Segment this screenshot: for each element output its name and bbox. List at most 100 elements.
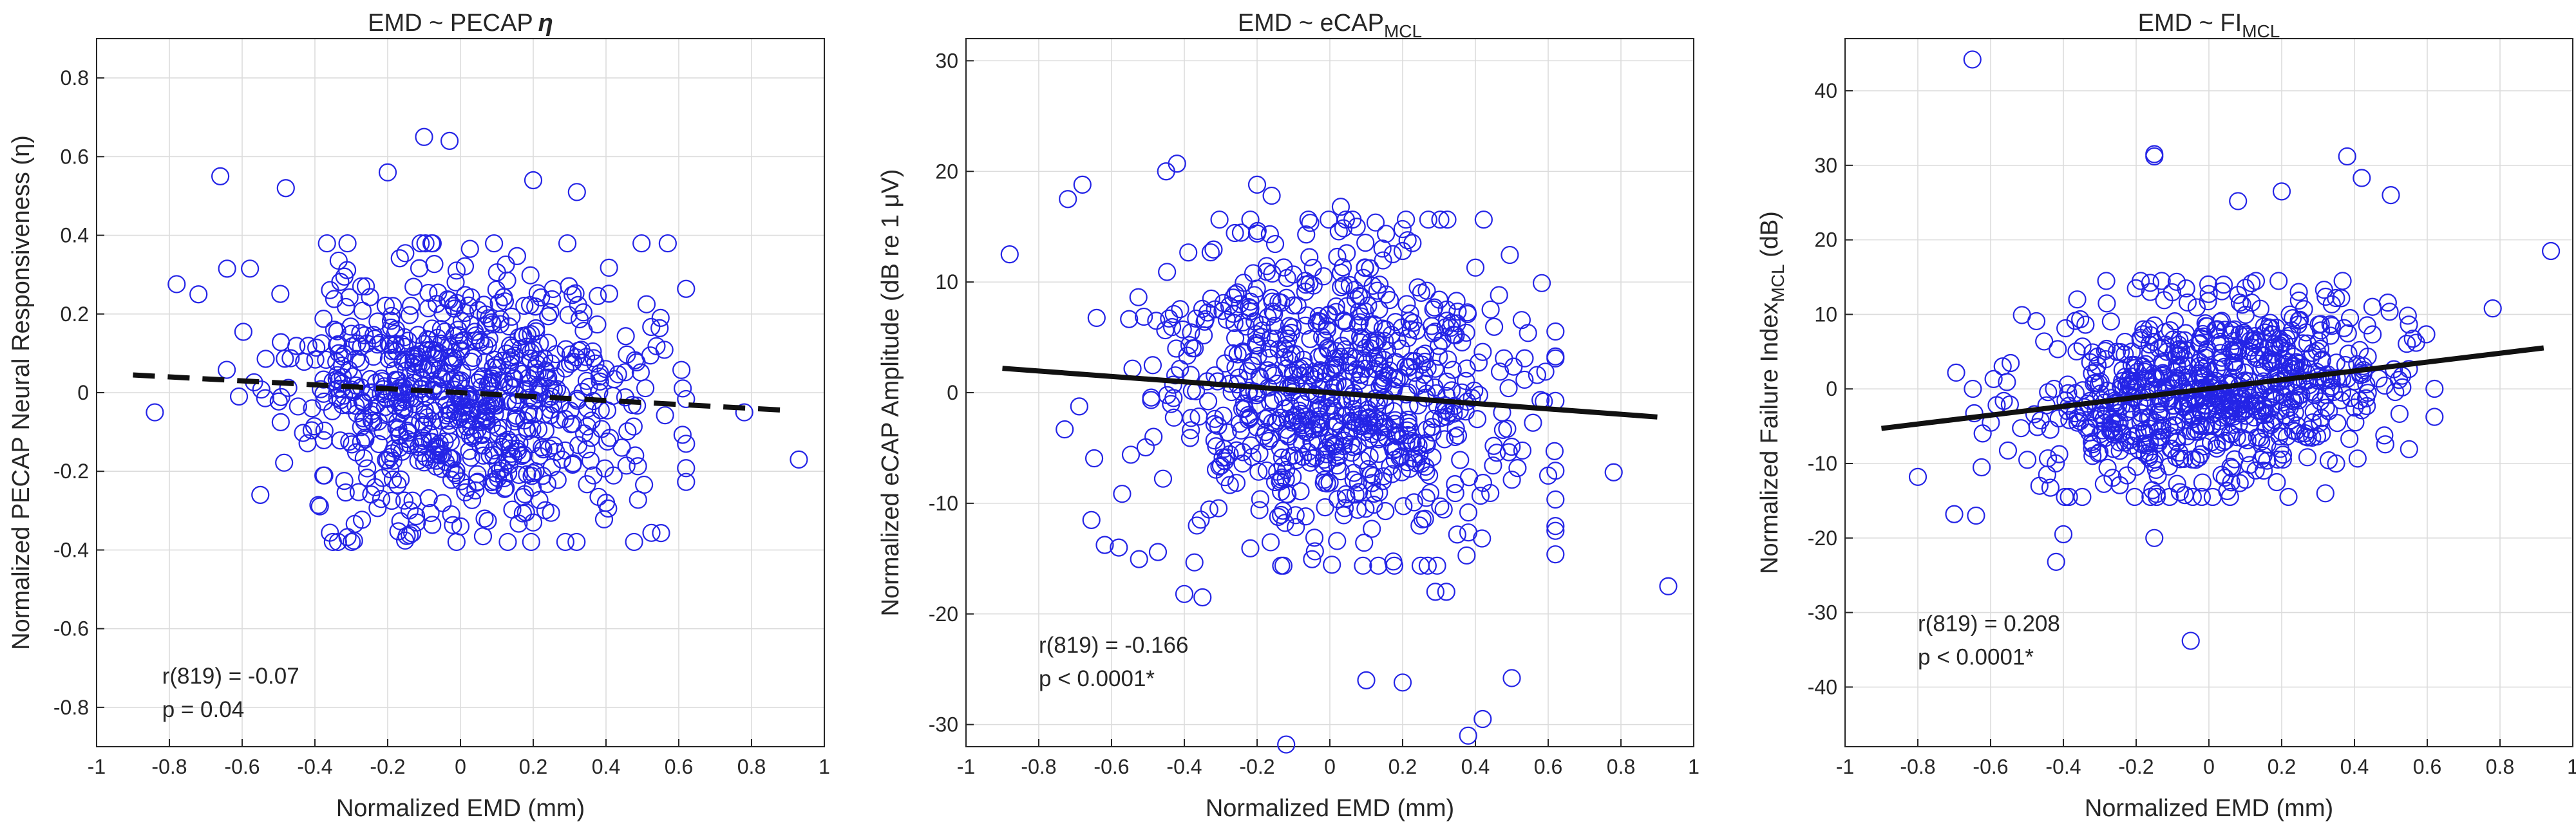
data-point — [1309, 306, 1328, 326]
x-tick-label: -0.6 — [1094, 755, 1129, 778]
data-point — [2145, 316, 2164, 335]
data-point — [217, 360, 236, 379]
chart-title: EMD ~ eCAPMCL — [1238, 10, 1422, 41]
data-point — [251, 485, 270, 504]
data-point — [2170, 444, 2189, 462]
data-point — [1251, 490, 1270, 509]
data-point — [2286, 422, 2305, 441]
data-point — [1315, 331, 1334, 350]
y-axis-label-subscript: MCL — [1768, 264, 1788, 302]
data-point — [1446, 419, 1465, 438]
data-point — [2342, 388, 2360, 407]
data-point — [1400, 312, 1419, 330]
data-point — [1408, 278, 1427, 297]
data-point — [1484, 317, 1504, 336]
data-point — [1136, 438, 1155, 457]
data-point — [521, 349, 540, 368]
data-point — [1437, 300, 1456, 319]
data-point — [1431, 497, 1450, 516]
data-point — [2272, 182, 2291, 201]
data-point — [1370, 357, 1389, 375]
data-point — [338, 234, 357, 253]
data-point — [1309, 400, 1328, 419]
data-point — [2261, 354, 2280, 373]
data-point — [651, 308, 670, 327]
data-point — [594, 510, 614, 528]
data-point — [495, 469, 513, 488]
x-tick-label: -0.8 — [151, 755, 187, 778]
data-point — [1412, 346, 1431, 365]
x-tick-label: 1 — [2567, 755, 2576, 778]
data-point — [1473, 709, 1492, 729]
data-point — [1459, 503, 1478, 522]
data-point — [567, 532, 586, 552]
data-point — [1448, 303, 1467, 321]
data-point — [441, 337, 460, 357]
data-point — [1201, 243, 1220, 262]
data-point — [561, 355, 580, 373]
data-point — [526, 297, 545, 316]
data-point — [2400, 315, 2418, 334]
data-point — [146, 403, 164, 422]
data-point — [1340, 328, 1358, 346]
data-point — [1326, 412, 1345, 431]
data-point — [310, 497, 329, 516]
data-point — [790, 450, 808, 469]
data-point — [447, 532, 466, 552]
data-point — [373, 469, 392, 487]
data-point — [1309, 312, 1328, 330]
data-point — [2233, 295, 2251, 314]
data-point — [2112, 378, 2131, 398]
data-point — [577, 371, 596, 390]
data-point — [2246, 334, 2264, 353]
data-point — [413, 354, 431, 373]
data-point — [400, 306, 419, 324]
data-point — [2222, 342, 2241, 360]
data-point — [2110, 476, 2129, 494]
data-point — [581, 451, 600, 470]
data-point — [1257, 257, 1276, 276]
data-point — [2298, 448, 2317, 467]
data-point — [356, 277, 375, 296]
data-point — [2340, 429, 2359, 449]
data-point — [312, 334, 331, 353]
data-point — [533, 438, 551, 457]
data-point — [2290, 354, 2309, 373]
panel-1: -1 -0.8 -0.6 -0.4 -0.2 0 0.2 0.4 0.6 0.8 1 -0.8 -0.6… — [8, 10, 830, 822]
data-point — [2149, 428, 2168, 447]
data-point — [2101, 312, 2120, 331]
data-point — [656, 406, 674, 425]
data-point — [485, 234, 504, 253]
data-point — [438, 290, 457, 309]
y-tick-label: 0 — [1826, 377, 1837, 400]
data-point — [384, 451, 402, 470]
data-point — [404, 354, 423, 373]
data-point — [1260, 225, 1279, 243]
data-point — [2319, 402, 2338, 420]
data-point — [189, 285, 208, 304]
data-point — [1361, 333, 1380, 351]
data-point — [448, 294, 466, 312]
data-point — [1451, 451, 1470, 469]
data-point — [534, 440, 553, 459]
data-point — [2132, 404, 2151, 423]
data-point — [2012, 306, 2031, 324]
data-point — [1235, 274, 1253, 292]
data-point — [1459, 523, 1478, 542]
data-point — [325, 321, 344, 339]
data-point — [1168, 154, 1186, 173]
data-point — [1225, 313, 1244, 332]
data-point — [1965, 404, 1984, 423]
data-point — [461, 315, 480, 334]
data-point — [522, 532, 540, 552]
data-point — [2116, 332, 2134, 351]
y-tick-label: -20 — [929, 602, 958, 626]
data-point — [473, 411, 492, 430]
data-point — [279, 378, 298, 397]
data-point — [2068, 290, 2087, 309]
scatter-points — [1908, 50, 2561, 650]
data-point — [1964, 379, 1982, 398]
y-tick-label: 40 — [1814, 79, 1837, 102]
data-point — [440, 131, 459, 150]
data-point — [1415, 366, 1434, 384]
